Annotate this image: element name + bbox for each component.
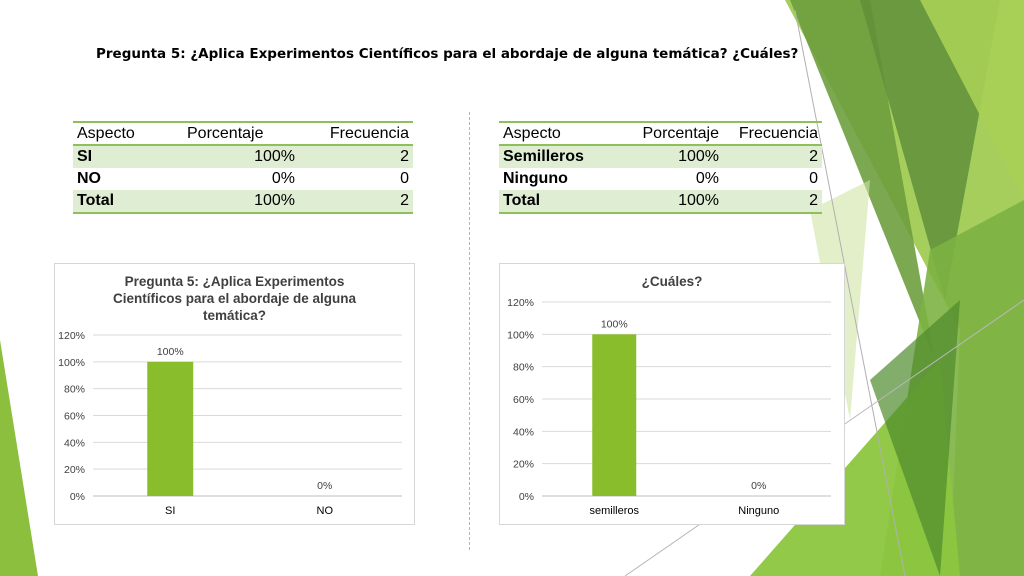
header-aspecto: Aspecto: [73, 121, 183, 146]
y-tick-label: 0%: [70, 491, 85, 503]
header-aspecto: Aspecto: [499, 121, 599, 146]
x-tick-label: semilleros: [589, 505, 639, 517]
header-frecuencia: Frecuencia: [299, 121, 413, 146]
cell-frecuencia: 2: [299, 190, 413, 214]
y-tick-label: 0%: [519, 491, 534, 503]
x-tick-label: SI: [165, 505, 175, 517]
table-row: Total 100% 2: [499, 190, 822, 214]
data-label: 0%: [751, 480, 766, 492]
y-tick-label: 20%: [64, 464, 85, 476]
cell-frecuencia: 0: [400, 170, 409, 187]
cell-frecuencia: 2: [723, 145, 822, 168]
table-row: Ninguno 0% 0: [499, 168, 822, 190]
cell-frecuencia: 2: [299, 145, 413, 168]
y-tick-label: 120%: [58, 330, 85, 342]
cell-porcentaje: 100%: [599, 145, 723, 168]
table-row: Total 100% 2: [73, 190, 413, 214]
y-tick-label: 60%: [513, 394, 534, 406]
cell-aspecto: Ninguno: [503, 170, 568, 187]
y-tick-label: 40%: [64, 437, 85, 449]
cell-porcentaje: 0%: [695, 170, 719, 187]
y-tick-label: 80%: [64, 384, 85, 396]
x-tick-label: Ninguno: [738, 505, 779, 517]
header-frecuencia: Frecuencia: [723, 121, 822, 146]
header-porcentaje: Porcentaje: [599, 121, 723, 146]
table-header-row: Aspecto Porcentaje Frecuencia: [73, 121, 413, 146]
table-row: Semilleros 100% 2: [499, 145, 822, 168]
cell-aspecto: SI: [73, 145, 183, 168]
cell-aspecto: NO: [77, 170, 101, 187]
y-tick-label: 20%: [513, 459, 534, 471]
chart-plot: 0% 20% 40% 60% 80% 100% 120% 100% semilleros 0% Ni…: [507, 297, 831, 517]
table-header-row: Aspecto Porcentaje Frecuencia: [499, 121, 822, 146]
header-porcentaje: Porcentaje: [183, 121, 299, 146]
table-cuales: Aspecto Porcentaje Frecuencia Semilleros…: [499, 121, 822, 214]
cell-porcentaje: 0%: [271, 170, 295, 187]
cell-aspecto: Total: [73, 190, 183, 214]
data-label: 100%: [601, 318, 628, 330]
chart-plot: 0% 20% 40% 60% 80% 100% 120% 100% SI 0% NO: [58, 330, 402, 517]
table-pregunta: Aspecto Porcentaje Frecuencia SI 100% 2 …: [73, 121, 413, 214]
table-row: NO 0% 0: [73, 168, 413, 190]
data-label: 0%: [317, 480, 332, 492]
bar: [147, 361, 194, 496]
cell-porcentaje: 100%: [183, 190, 299, 214]
chart-title: Pregunta 5: ¿Aplica Experimentos Científ…: [112, 274, 357, 323]
x-tick-label: NO: [317, 505, 334, 517]
slide-title: Pregunta 5: ¿Aplica Experimentos Científ…: [96, 46, 799, 62]
y-tick-label: 80%: [513, 362, 534, 374]
cell-frecuencia: 2: [723, 190, 822, 214]
data-label: 100%: [157, 346, 184, 358]
y-tick-label: 60%: [64, 411, 85, 423]
cell-porcentaje: 100%: [183, 145, 299, 168]
bar: [592, 334, 637, 496]
divider-line: [469, 112, 470, 550]
cell-porcentaje: 100%: [599, 190, 723, 214]
y-tick-label: 40%: [513, 426, 534, 438]
y-tick-label: 100%: [507, 329, 534, 341]
chart-pregunta: Pregunta 5: ¿Aplica Experimentos Científ…: [54, 263, 415, 525]
cell-frecuencia: 0: [809, 170, 818, 187]
chart-title: ¿Cuáles?: [641, 274, 703, 289]
y-tick-label: 100%: [58, 357, 85, 369]
cell-aspecto: Semilleros: [499, 145, 599, 168]
y-tick-label: 120%: [507, 297, 534, 309]
chart-cuales: ¿Cuáles? 0% 20% 40% 60% 80% 100% 120% 100% semil…: [499, 263, 845, 525]
table-row: SI 100% 2: [73, 145, 413, 168]
cell-aspecto: Total: [499, 190, 599, 214]
